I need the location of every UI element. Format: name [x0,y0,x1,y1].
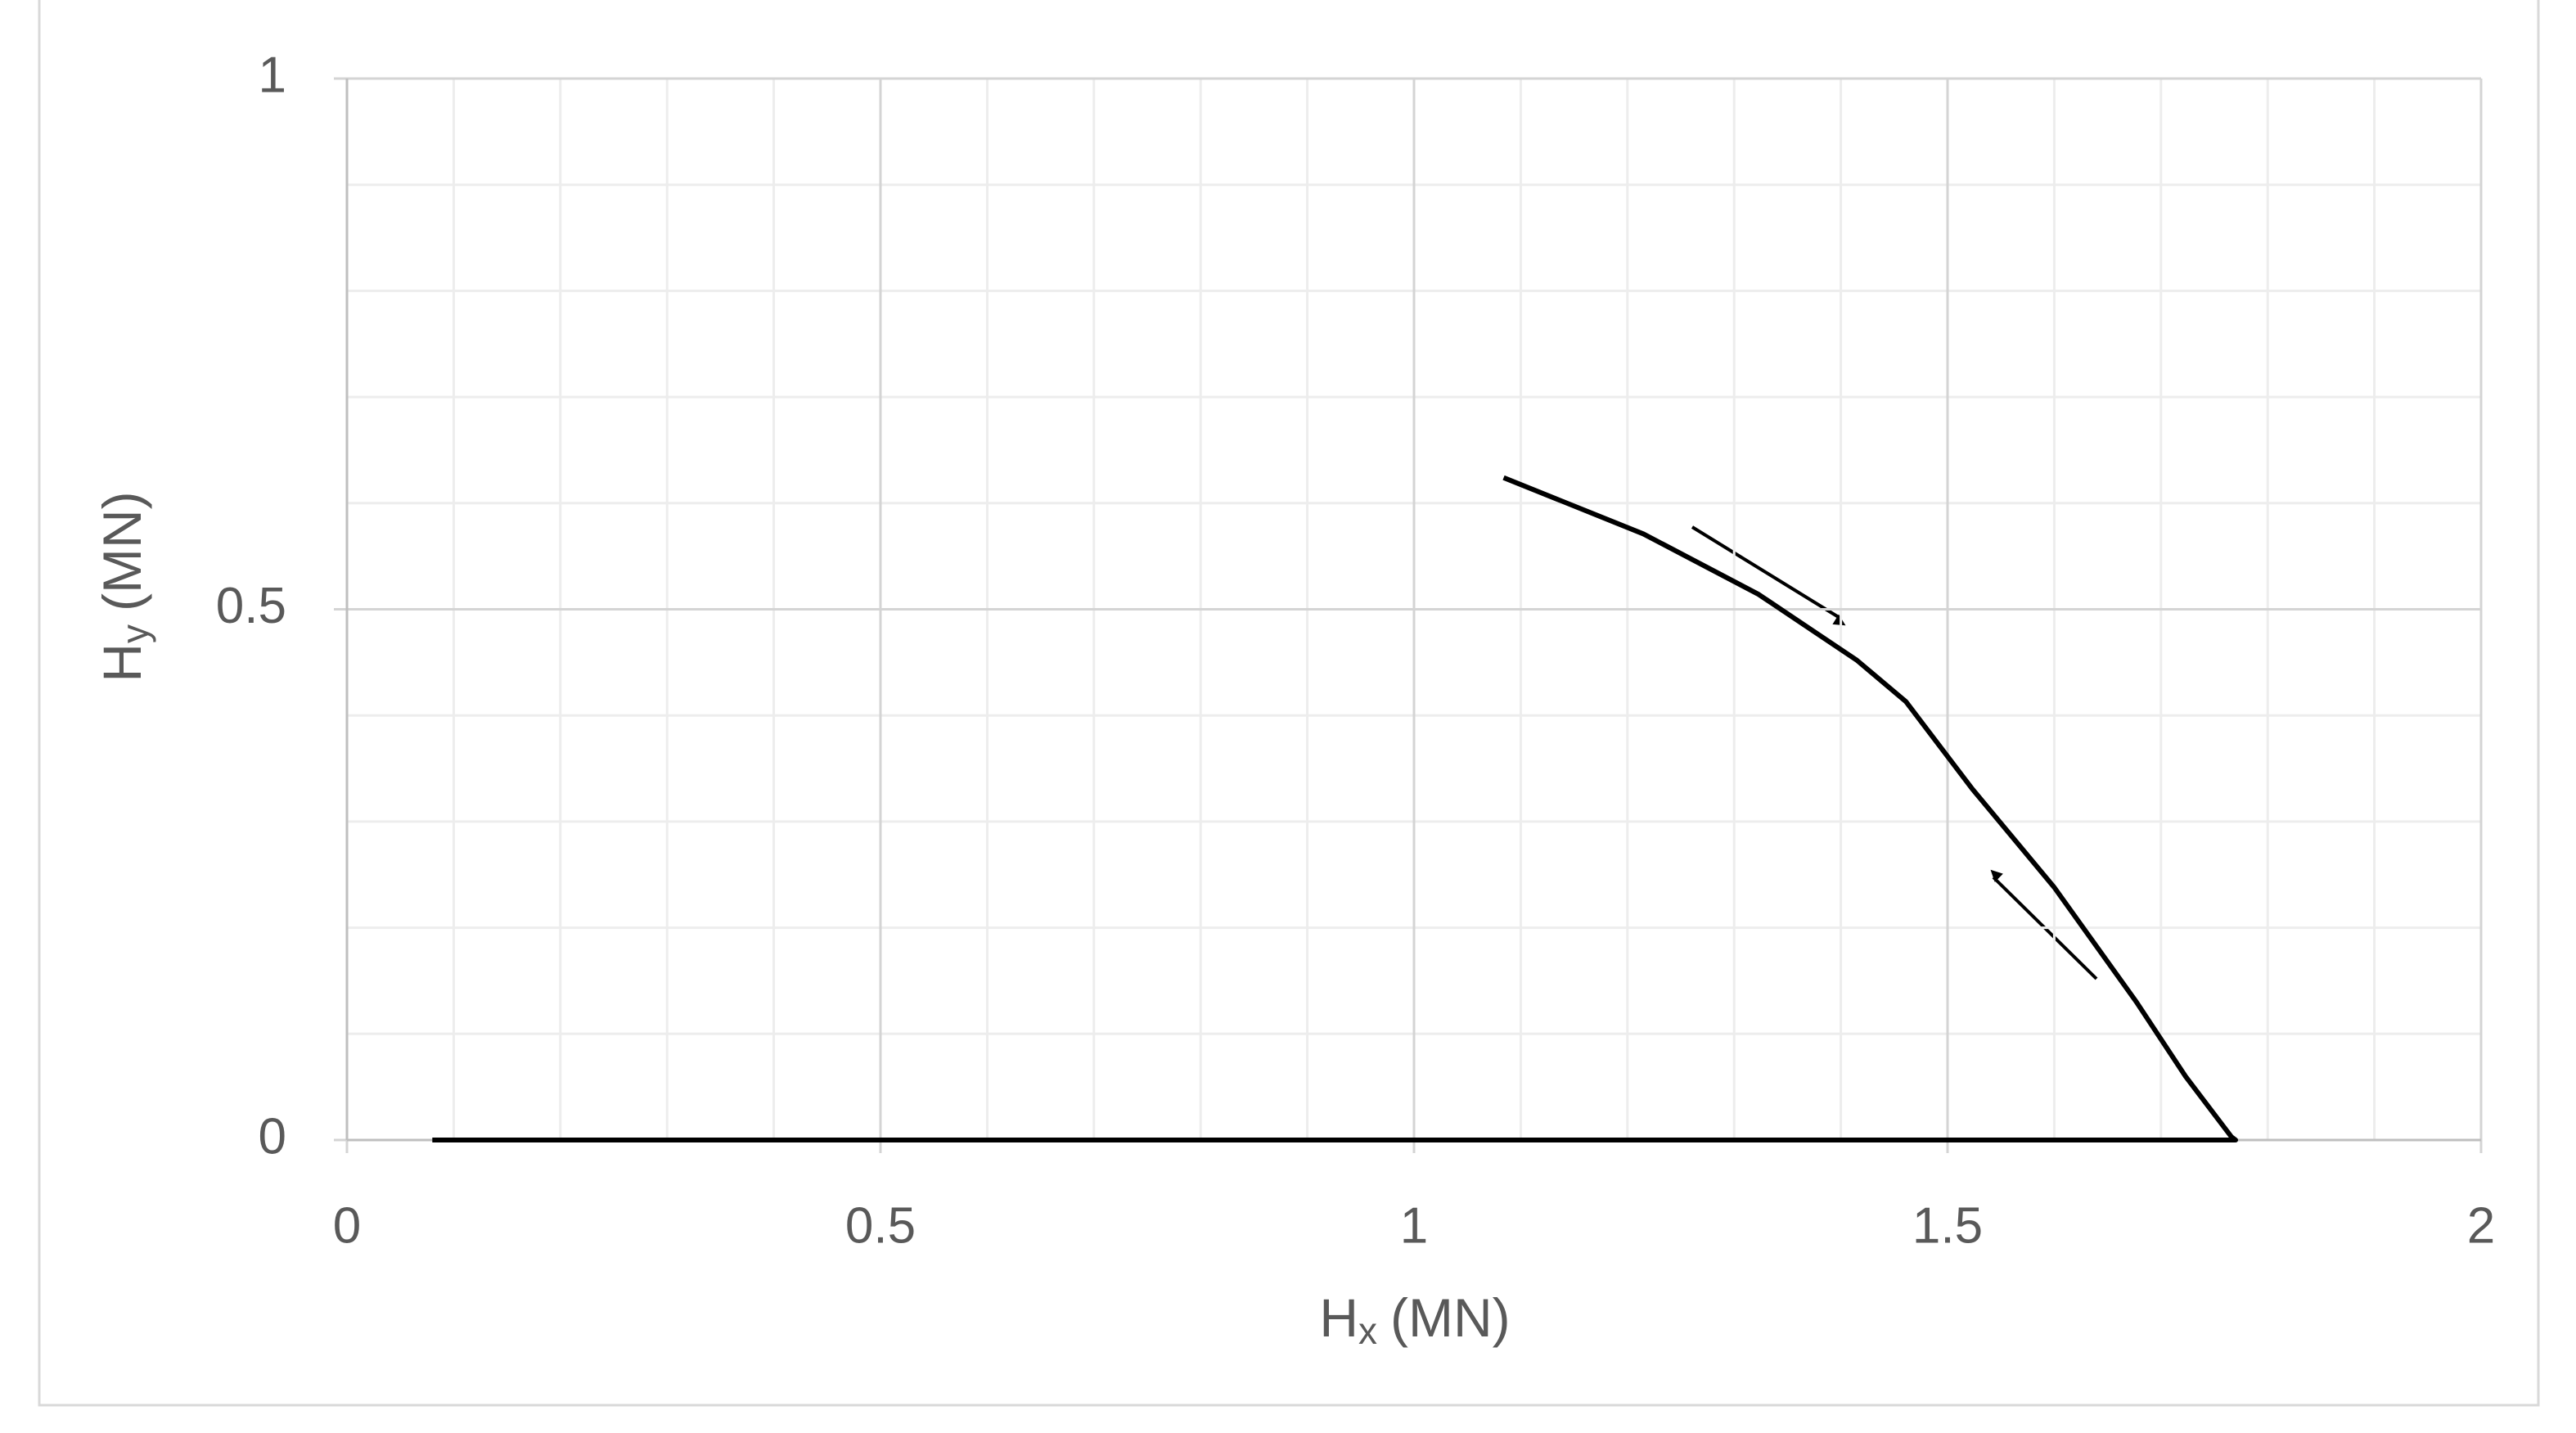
y-axis-title-main: H [92,643,152,683]
chart-border [38,0,2540,1407]
x-tick-label: 1 [1400,1197,1428,1254]
x-axis-title: Hx (MN) [1319,1287,1510,1352]
data-line [432,475,2239,1142]
x-tick-label: 1.5 [1912,1197,1983,1254]
x-axis-title-unit: (MN) [1390,1287,1511,1348]
y-axis-title-unit: (MN) [92,491,152,611]
y-axis-title: Hy (MN) [92,491,156,682]
y-axis-title-sub: y [114,624,156,643]
direction-arrow [1691,525,1846,626]
y-tick-label: 0 [259,1108,286,1165]
y-tick-label: 0.5 [216,578,286,634]
x-tick-label: 0 [333,1197,361,1254]
x-axis-title-main: H [1319,1287,1358,1348]
x-axis-title-sub: x [1358,1309,1377,1352]
x-tick-label: 0.5 [845,1197,916,1254]
y-tick-label: 1 [259,47,286,103]
x-tick-label: 2 [2467,1197,2495,1254]
